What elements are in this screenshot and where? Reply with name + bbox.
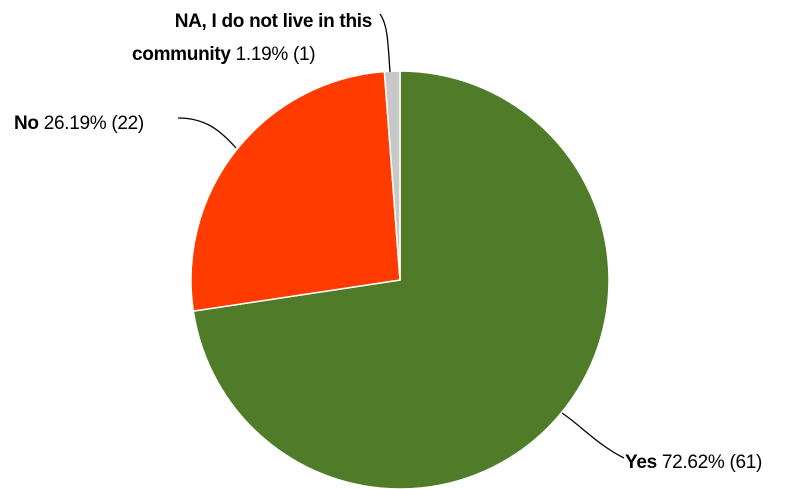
- leader-line-yes: [561, 412, 625, 459]
- label-yes: Yes 72.62% (61): [625, 452, 762, 473]
- label-yes-category: Yes: [625, 452, 657, 473]
- label-na: NA, I do not live in this: [175, 11, 372, 32]
- pie-slice-yes: [192, 70, 610, 489]
- label-na-count: (1): [293, 44, 315, 65]
- pie-slices: [190, 70, 610, 489]
- label-na-line2: community 1.19% (1): [132, 44, 315, 65]
- label-na-category-line2: community: [132, 44, 231, 65]
- label-no: No 26.19% (22): [14, 113, 144, 134]
- leader-line-na: [379, 13, 391, 73]
- leader-line-no: [177, 117, 237, 149]
- label-yes-count: (61): [729, 452, 762, 473]
- label-yes-percent: 72.62%: [662, 452, 725, 473]
- pie-slice-na: [383, 70, 401, 281]
- label-na-category-line1: NA, I do not live in this: [175, 11, 372, 32]
- label-na-percent: 1.19%: [236, 44, 289, 65]
- label-no-category: No: [14, 113, 39, 134]
- pie-slice-no: [190, 70, 401, 312]
- label-no-percent: 26.19%: [44, 113, 107, 134]
- label-no-count: (22): [111, 113, 144, 134]
- leader-lines: [177, 13, 625, 459]
